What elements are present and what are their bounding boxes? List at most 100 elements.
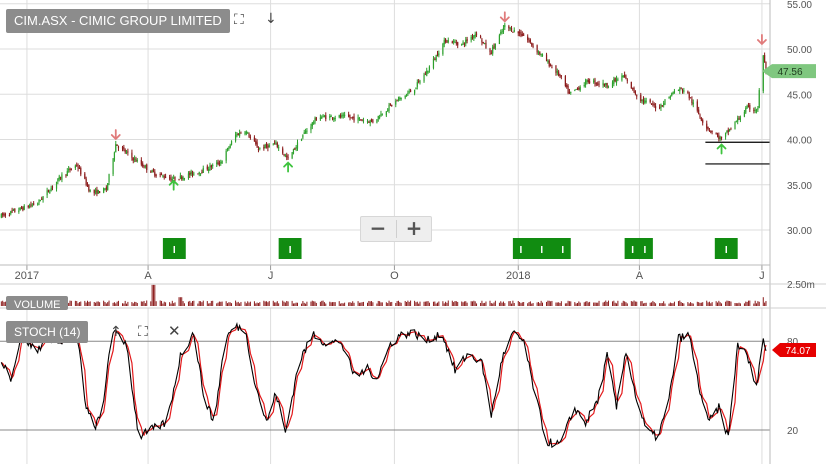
arrow-down-icon[interactable]: ↓ <box>265 11 277 27</box>
zoom-out-button[interactable]: − <box>369 216 387 240</box>
candle-body <box>632 87 634 89</box>
candle-body <box>162 175 164 177</box>
candle-body <box>284 155 286 157</box>
zoom-in-button[interactable]: + <box>405 216 423 240</box>
candle-body <box>414 89 416 94</box>
candle-body <box>218 163 221 165</box>
candle-body <box>361 120 363 122</box>
candle-body <box>96 189 98 195</box>
signal-bar-label: I <box>561 245 564 256</box>
candle-body <box>432 58 435 69</box>
price-tick-label: 45.00 <box>787 90 812 101</box>
candle-body <box>570 91 572 93</box>
candle-body <box>446 41 448 43</box>
candle-body <box>636 95 638 97</box>
candle-body <box>30 204 32 206</box>
candle-body <box>80 167 82 175</box>
candle-body <box>247 132 249 134</box>
candle-body <box>396 99 398 101</box>
candle-body <box>597 83 599 85</box>
close-icon[interactable]: ✕ <box>168 322 181 340</box>
candle-body <box>76 164 78 166</box>
candle-body <box>57 178 59 182</box>
candle-body <box>622 75 624 78</box>
candle-body <box>547 60 549 62</box>
candle-body <box>405 94 408 97</box>
expand-icon[interactable]: ⛶ <box>234 12 244 28</box>
candle-body <box>559 74 561 76</box>
candle-body <box>642 98 645 102</box>
candle-body <box>236 133 238 136</box>
candle-body <box>244 132 246 135</box>
candle-body <box>466 39 468 41</box>
zoom-divider <box>396 220 397 238</box>
candle-body <box>461 43 463 45</box>
candle-body <box>680 87 682 89</box>
candle-body <box>255 141 257 144</box>
candle-body <box>436 53 439 56</box>
candle-body <box>313 122 315 124</box>
candle-body <box>55 181 58 189</box>
candle-body <box>11 209 13 212</box>
candle-body <box>358 118 361 120</box>
expand-icon[interactable]: ⛶ <box>138 324 148 340</box>
candle-body <box>121 147 124 149</box>
candle-body <box>208 169 210 171</box>
candle-body <box>10 211 12 214</box>
candle-body <box>715 133 717 135</box>
price-tick-label: 50.00 <box>787 45 812 56</box>
candle-body <box>519 32 521 34</box>
candle-body <box>77 166 79 169</box>
candle-body <box>256 142 258 148</box>
candle-body <box>692 102 694 105</box>
candle-body <box>607 86 610 88</box>
candle-body <box>746 105 748 109</box>
signal-bar-label: I <box>519 245 522 256</box>
candle-body <box>407 93 409 95</box>
candle-body <box>330 116 332 118</box>
candle-body <box>540 53 542 55</box>
candle-body <box>108 174 110 183</box>
candle-body <box>679 88 681 92</box>
candle-body <box>134 158 136 160</box>
candle-body <box>86 184 89 186</box>
signal-bar <box>162 238 186 259</box>
candle-body <box>99 191 101 194</box>
candle-body <box>325 115 327 120</box>
candle-body <box>749 104 751 110</box>
price-tick-label: 35.00 <box>787 181 812 192</box>
sell-signal-arrow <box>757 34 767 46</box>
candle-body <box>31 204 33 206</box>
candle-body <box>226 148 229 150</box>
candle-body <box>68 169 70 171</box>
candle-body <box>512 31 514 33</box>
candle-body <box>454 42 456 44</box>
candle-body <box>653 104 655 106</box>
stoch-d-line <box>0 326 767 446</box>
candle-body <box>314 117 316 123</box>
candle-body <box>278 147 280 149</box>
candle-body <box>115 144 117 153</box>
candle-body <box>726 131 728 133</box>
candle-body <box>89 190 91 192</box>
candle-body <box>217 161 219 165</box>
candle-body <box>617 79 619 81</box>
candle-body <box>132 158 134 161</box>
candle-body <box>315 117 317 121</box>
candle-body <box>757 108 759 110</box>
candle-body <box>434 59 436 61</box>
candle-body <box>201 172 203 174</box>
volume-series <box>0 284 767 306</box>
candle-body <box>739 117 741 121</box>
candle-body <box>112 158 114 175</box>
candle-body <box>735 121 737 123</box>
candle-body <box>652 103 654 105</box>
candle-body <box>221 160 223 164</box>
current-price-tag <box>762 64 816 79</box>
candle-body <box>568 91 571 94</box>
candle-body <box>333 118 335 120</box>
candle-body <box>152 168 155 173</box>
candle-body <box>672 91 674 95</box>
arrow-up-icon[interactable]: ↑ <box>110 324 122 340</box>
candle-body <box>583 85 585 87</box>
